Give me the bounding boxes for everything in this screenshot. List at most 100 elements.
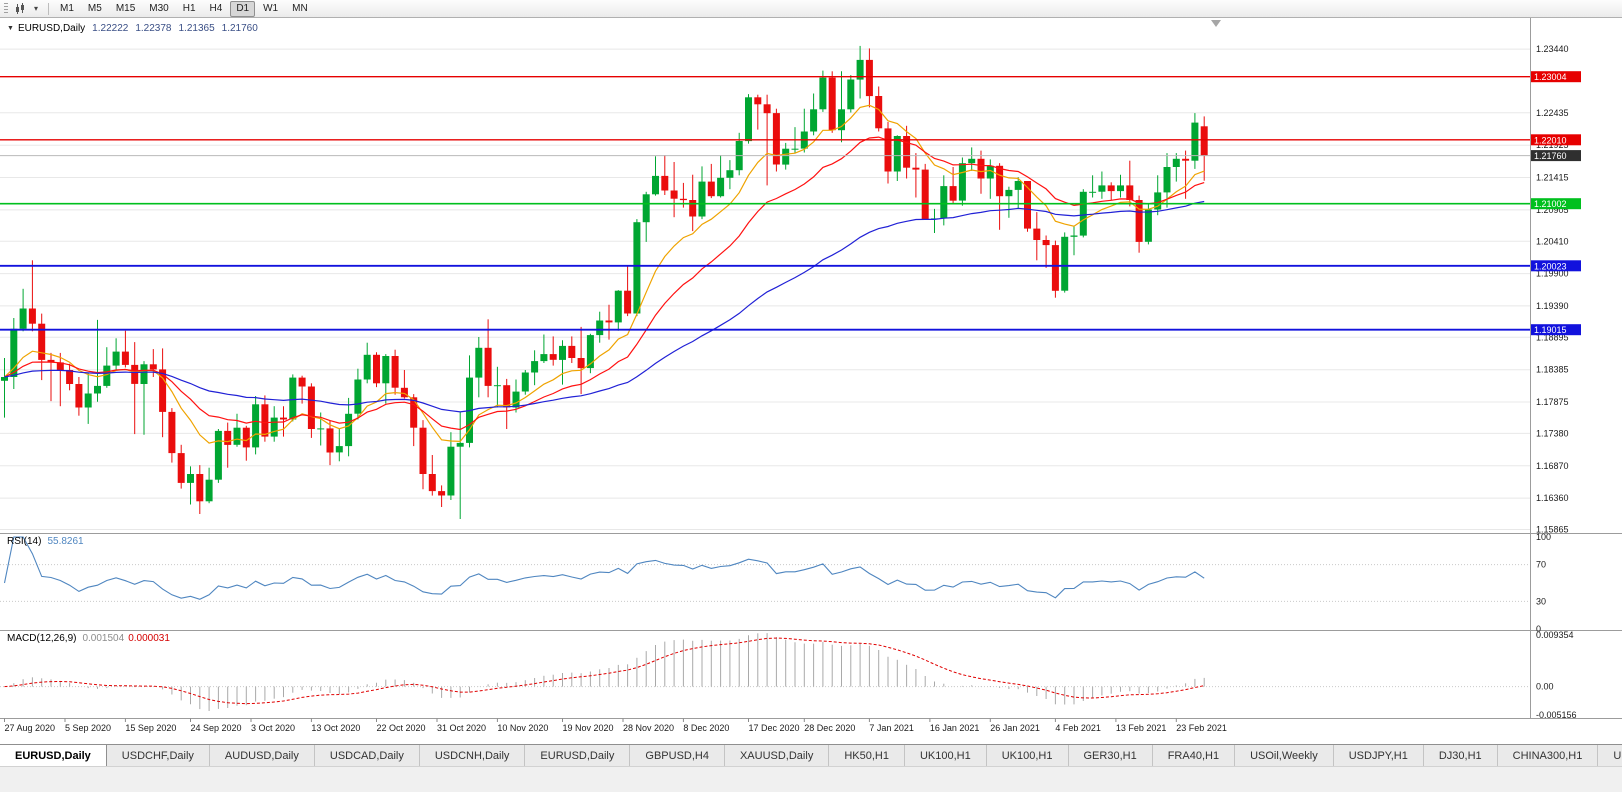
timeframe-button-H4[interactable]: H4 [209,2,223,14]
tab-label: USOil,Weekly [1250,749,1318,762]
svg-text:3 Oct 2020: 3 Oct 2020 [251,723,295,733]
chart-tab-FRA40-H1[interactable]: FRA40,H1 [1152,745,1236,766]
chart-tab-CHINA300-H1[interactable]: CHINA300,H1 [1497,745,1599,766]
macd-name: MACD(12,26,9) [7,633,77,644]
svg-text:0: 0 [1536,624,1541,634]
svg-text:1.19390: 1.19390 [1536,301,1569,311]
svg-text:70: 70 [1536,560,1546,570]
chart-tab-USDCAD-Daily[interactable]: USDCAD,Daily [314,745,420,766]
chart-tab-EURUSD-Daily[interactable]: EURUSD,Daily [525,745,631,766]
svg-text:7 Jan 2021: 7 Jan 2021 [869,723,914,733]
chart-tab-USOil-Weekly[interactable]: USOil,Weekly [1235,745,1334,766]
svg-text:1.17875: 1.17875 [1536,397,1569,407]
ma-mid-red [4,136,1205,431]
tab-label: GBPUSD,H4 [645,749,709,762]
svg-text:0.009354: 0.009354 [1536,630,1574,640]
chart-tab-XAUUSD-Daily[interactable]: XAUUSD,Daily [724,745,830,766]
chart-title: ▼ EURUSD,Daily 1.22222 1.22378 1.21365 1.2176… [7,23,258,34]
tab-label: U [1613,749,1622,762]
price-axis[interactable]: 1.234401.224351.219251.214151.209051.204… [1536,44,1569,534]
rsi-name: RSI(14) [7,536,42,547]
ohlc-high: 1.22378 [135,23,172,34]
chart-tab-GBPUSD-H4[interactable]: GBPUSD,H4 [630,745,725,766]
chart-tab-DJ30-H1[interactable]: DJ30,H1 [1423,745,1498,766]
tab-label: CHINA300,H1 [1512,749,1583,762]
chart-tab-HK50-H1[interactable]: HK50,H1 [829,745,905,766]
svg-text:1.16360: 1.16360 [1536,493,1569,503]
chart-shift-marker[interactable] [1211,20,1221,27]
timeframe-button-M5[interactable]: M5 [87,2,102,14]
svg-text:1.22435: 1.22435 [1536,108,1569,118]
chart-type-button[interactable] [12,2,28,16]
svg-text:23 Feb 2021: 23 Feb 2021 [1176,723,1227,733]
ohlc-open: 1.22222 [92,23,129,34]
timeframe-button-M1[interactable]: M1 [60,2,74,14]
svg-text:1.18385: 1.18385 [1536,365,1569,375]
timeframe-button-W1[interactable]: W1 [263,2,279,14]
macd-signal-value: 0.000031 [128,633,170,644]
timeframe-button-M30[interactable]: M30 [149,2,169,14]
svg-text:27 Aug 2020: 27 Aug 2020 [5,723,56,733]
svg-text:30: 30 [1536,596,1546,606]
chart-tab-UK100-H1[interactable]: UK100,H1 [904,745,987,766]
ohlc-low: 1.21365 [178,23,215,34]
chart-tab-UK100-H1[interactable]: UK100,H1 [986,745,1069,766]
svg-text:13 Oct 2020: 13 Oct 2020 [311,723,360,733]
one-click-trading-icon[interactable]: ▼ [7,25,14,32]
chart-canvas[interactable]: 1.234401.224351.219251.214151.209051.204… [0,18,1622,744]
chart-tab-GER30-H1[interactable]: GER30,H1 [1068,745,1153,766]
rsi-value: 55.8261 [47,536,84,547]
svg-text:8 Dec 2020: 8 Dec 2020 [683,723,729,733]
rsi-label: RSI(14) 55.8261 [7,536,84,547]
svg-text:1.21760: 1.21760 [1534,151,1567,161]
chart-area[interactable]: 1.234401.224351.219251.214151.209051.204… [0,18,1622,744]
timeframes-dropdown-icon[interactable]: ▾ [33,4,38,13]
time-axis[interactable]: 27 Aug 2020 5 Sep 2020 15 Sep 2020 24 Sep 2… [4,718,1227,734]
svg-text:17 Dec 2020: 17 Dec 2020 [749,723,800,733]
chart-tab-EURUSD-Daily[interactable]: EURUSD,Daily [0,745,107,766]
macd-main-value: 0.001504 [82,633,125,644]
tab-label: USDCHF,Daily [121,749,194,762]
svg-text:1.15865: 1.15865 [1536,525,1569,535]
svg-text:1.21002: 1.21002 [1534,199,1567,209]
rsi-axis: 100 70 30 0 [1536,532,1551,634]
candlestick-icon [15,2,24,14]
svg-text:1.17380: 1.17380 [1536,428,1569,438]
svg-text:1.19900: 1.19900 [1536,269,1569,279]
svg-text:1.18895: 1.18895 [1536,332,1569,342]
price-grid [0,48,1530,530]
svg-text:10 Nov 2020: 10 Nov 2020 [497,723,548,733]
chart-tab-U[interactable]: U [1598,745,1622,766]
svg-text:24 Sep 2020: 24 Sep 2020 [191,723,242,733]
panel-separators[interactable] [0,18,1622,719]
chart-tab-AUDUSD-Daily[interactable]: AUDUSD,Daily [209,745,315,766]
chart-tab-USDJPY-H1[interactable]: USDJPY,H1 [1333,745,1424,766]
tab-label: USDCNH,Daily [434,749,510,762]
svg-text:1.23004: 1.23004 [1534,72,1567,82]
ma-fast-orange [4,104,1205,444]
timeframe-button-H1[interactable]: H1 [182,2,196,14]
toolbar-grip[interactable] [4,3,8,14]
svg-text:5 Sep 2020: 5 Sep 2020 [65,723,111,733]
timeframes-toolbar: ▾ M1 M5 M15 M30 H1 H4 D1 W1 MN [0,0,1622,18]
timeframe-button-MN[interactable]: MN [292,2,308,14]
rsi-panel [0,536,1530,602]
svg-text:0.00: 0.00 [1536,682,1554,692]
svg-text:22 Oct 2020: 22 Oct 2020 [377,723,426,733]
ma-slow-blue [4,200,1205,413]
tab-label: USDCAD,Daily [329,749,404,762]
toolbar-separator [48,2,49,15]
timeframe-button-M15[interactable]: M15 [115,2,136,14]
tab-label: AUDUSD,Daily [224,749,299,762]
svg-text:13 Feb 2021: 13 Feb 2021 [1116,723,1167,733]
chart-tab-USDCNH-Daily[interactable]: USDCNH,Daily [419,745,526,766]
chart-background [0,18,1622,744]
tab-label: HK50,H1 [844,749,889,762]
rsi-line [3,536,1205,600]
timeframe-button-D1[interactable]: D1 [230,0,256,17]
timeframe-buttons: M1 M5 M15 M30 H1 H4 D1 W1 MN [53,0,315,17]
svg-text:1.19015: 1.19015 [1534,325,1567,335]
svg-text:28 Dec 2020: 28 Dec 2020 [804,723,855,733]
chart-tab-USDCHF-Daily[interactable]: USDCHF,Daily [106,745,210,766]
svg-text:1.16870: 1.16870 [1536,461,1569,471]
